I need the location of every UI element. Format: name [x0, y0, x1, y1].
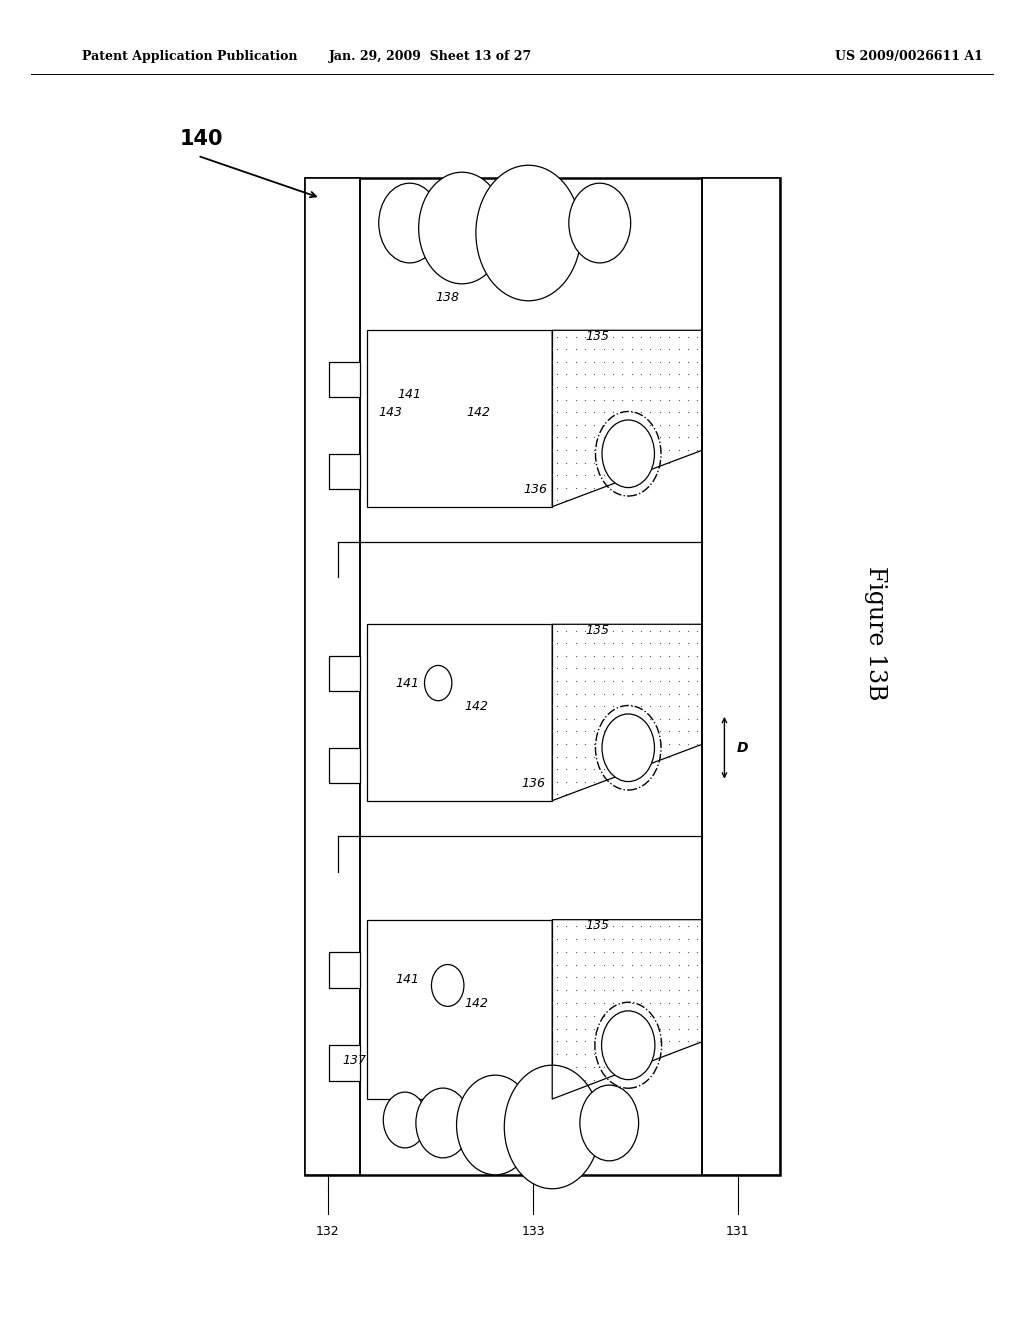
- Text: Figure 13B: Figure 13B: [864, 566, 887, 701]
- Text: Patent Application Publication: Patent Application Publication: [82, 50, 297, 63]
- Bar: [329, 656, 359, 692]
- Text: Jan. 29, 2009  Sheet 13 of 27: Jan. 29, 2009 Sheet 13 of 27: [329, 50, 531, 63]
- Circle shape: [379, 183, 440, 263]
- Circle shape: [431, 965, 464, 1006]
- Bar: [329, 454, 359, 488]
- Text: D: D: [736, 741, 749, 755]
- Bar: [367, 920, 552, 1100]
- Bar: [305, 178, 359, 1175]
- Text: 135: 135: [586, 623, 609, 636]
- Text: 133: 133: [521, 1225, 545, 1238]
- Text: 142: 142: [464, 997, 488, 1010]
- Text: 142: 142: [467, 407, 490, 420]
- Text: 141: 141: [395, 677, 420, 689]
- Text: 143: 143: [379, 407, 402, 420]
- Bar: [329, 952, 359, 987]
- Text: 140: 140: [179, 128, 222, 149]
- Text: 136: 136: [521, 776, 546, 789]
- Bar: [367, 624, 552, 801]
- Circle shape: [602, 714, 654, 781]
- Text: 136: 136: [523, 483, 548, 495]
- Circle shape: [602, 420, 654, 487]
- Bar: [701, 178, 780, 1175]
- Circle shape: [383, 1092, 427, 1148]
- Bar: [329, 362, 359, 397]
- Circle shape: [601, 1011, 655, 1080]
- Text: 135: 135: [586, 330, 609, 343]
- Bar: [329, 1045, 359, 1081]
- Circle shape: [476, 165, 581, 301]
- Circle shape: [425, 665, 452, 701]
- Text: US 2009/0026611 A1: US 2009/0026611 A1: [836, 50, 983, 63]
- Text: 131: 131: [726, 1225, 750, 1238]
- Text: 137: 137: [342, 1053, 367, 1067]
- Text: 138: 138: [436, 292, 460, 305]
- Circle shape: [504, 1065, 600, 1189]
- Bar: [305, 178, 780, 1175]
- Circle shape: [416, 1088, 470, 1158]
- Bar: [367, 330, 552, 507]
- Text: 141: 141: [397, 388, 422, 401]
- Circle shape: [568, 183, 631, 263]
- Circle shape: [419, 172, 505, 284]
- Circle shape: [457, 1074, 534, 1175]
- Text: 142: 142: [464, 700, 488, 713]
- Text: 135: 135: [586, 919, 609, 932]
- Text: 132: 132: [316, 1225, 340, 1238]
- Circle shape: [580, 1085, 639, 1160]
- Text: 141: 141: [395, 973, 420, 986]
- Bar: [329, 747, 359, 783]
